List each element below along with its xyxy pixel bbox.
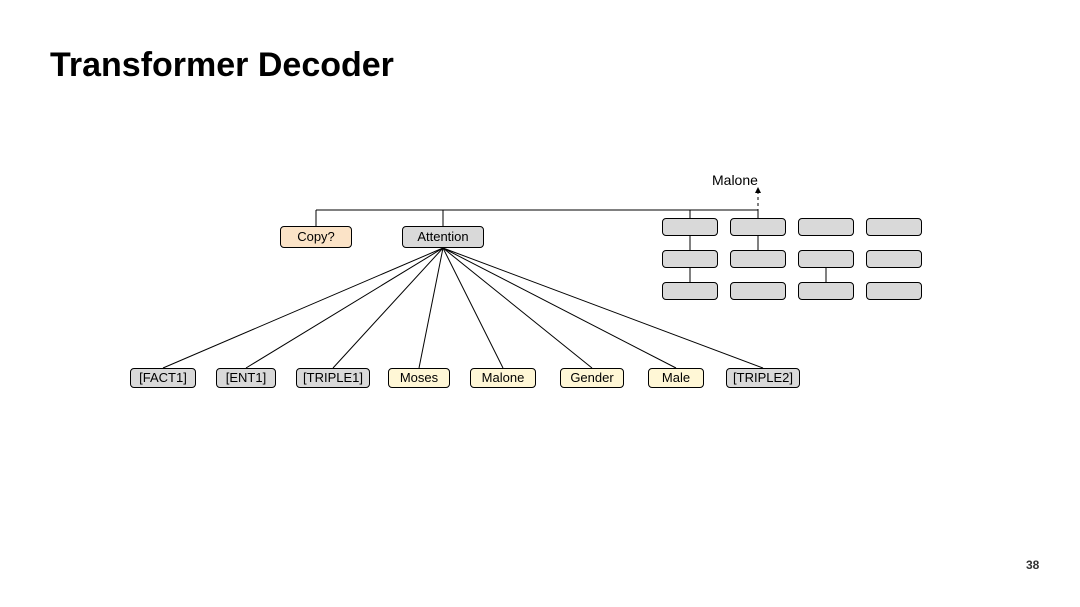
token-6: Male <box>648 368 704 388</box>
token-0: [FACT1] <box>130 368 196 388</box>
decoder-cell-r2-c0 <box>662 282 718 300</box>
token-5: Gender <box>560 368 624 388</box>
decoder-cell-r2-c2 <box>798 282 854 300</box>
decoder-cell-r2-c3 <box>866 282 922 300</box>
token-1: [ENT1] <box>216 368 276 388</box>
page-number: 38 <box>1026 558 1039 572</box>
diagram-lines <box>0 0 1080 607</box>
decoder-cell-r1-c1 <box>730 250 786 268</box>
decoder-cell-r2-c1 <box>730 282 786 300</box>
attention-box: Attention <box>402 226 484 248</box>
slide-title: Transformer Decoder <box>50 46 394 85</box>
decoder-cell-r1-c0 <box>662 250 718 268</box>
output-label: Malone <box>712 172 758 188</box>
token-3: Moses <box>388 368 450 388</box>
token-2: [TRIPLE1] <box>296 368 370 388</box>
token-4: Malone <box>470 368 536 388</box>
decoder-cell-r0-c3 <box>866 218 922 236</box>
decoder-cell-r1-c2 <box>798 250 854 268</box>
decoder-cell-r1-c3 <box>866 250 922 268</box>
decoder-cell-r0-c0 <box>662 218 718 236</box>
token-7: [TRIPLE2] <box>726 368 800 388</box>
decoder-cell-r0-c1 <box>730 218 786 236</box>
copy-box: Copy? <box>280 226 352 248</box>
decoder-cell-r0-c2 <box>798 218 854 236</box>
